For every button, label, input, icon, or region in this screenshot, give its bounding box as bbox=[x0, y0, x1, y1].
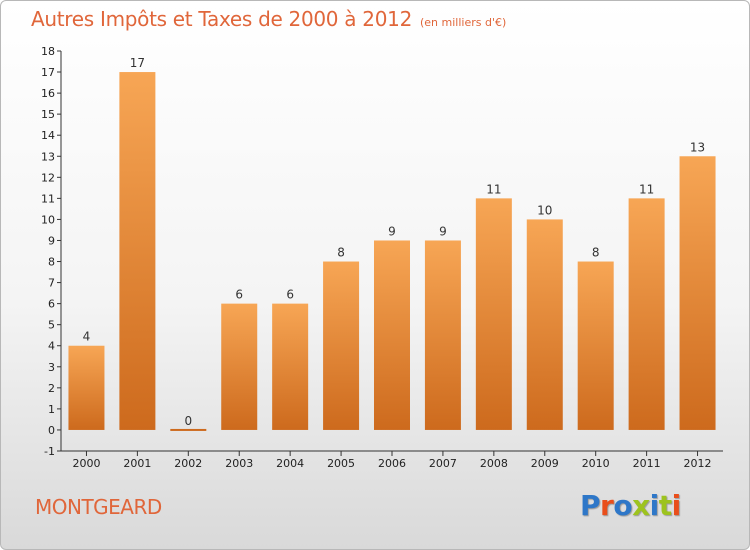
x-tick-label: 2012 bbox=[684, 457, 712, 470]
data-label: 13 bbox=[690, 140, 705, 154]
y-tick-label: 10 bbox=[41, 213, 55, 226]
y-tick-label: 3 bbox=[48, 361, 55, 374]
logo-letter: i bbox=[671, 489, 682, 522]
data-label: 4 bbox=[83, 330, 91, 344]
data-label: 9 bbox=[388, 224, 396, 238]
x-tick-label: 2006 bbox=[378, 457, 406, 470]
y-tick-label: 6 bbox=[48, 298, 55, 311]
y-tick-label: 17 bbox=[41, 66, 55, 79]
x-tick-label: 2009 bbox=[531, 457, 559, 470]
chart-title: Autres Impôts et Taxes de 2000 à 2012 (en… bbox=[31, 7, 506, 31]
bar bbox=[475, 198, 512, 430]
y-tick-label: 9 bbox=[48, 234, 55, 247]
y-tick-label: 16 bbox=[41, 87, 55, 100]
data-label: 17 bbox=[130, 56, 145, 70]
y-tick-label: 5 bbox=[48, 319, 55, 332]
x-tick-label: 2008 bbox=[480, 457, 508, 470]
y-tick-label: 18 bbox=[41, 45, 55, 58]
data-label: 8 bbox=[337, 246, 345, 260]
bar bbox=[628, 198, 665, 430]
data-label: 10 bbox=[537, 203, 552, 217]
data-label: 6 bbox=[286, 288, 294, 302]
x-tick-label: 2011 bbox=[633, 457, 661, 470]
bar bbox=[272, 303, 309, 430]
data-label: 11 bbox=[486, 182, 501, 196]
x-tick-label: 2003 bbox=[225, 457, 253, 470]
logo-letter: t bbox=[658, 489, 672, 522]
bar bbox=[424, 240, 461, 430]
proxiti-logo: Proxiti bbox=[580, 489, 681, 522]
y-tick-label: 7 bbox=[48, 277, 55, 290]
logo-letter: P bbox=[580, 489, 601, 522]
data-label: 9 bbox=[439, 224, 447, 238]
bar bbox=[68, 345, 105, 430]
y-tick-label: 1 bbox=[48, 403, 55, 416]
commune-name: MONTGEARD bbox=[35, 495, 162, 519]
x-tick-label: 2010 bbox=[582, 457, 610, 470]
x-tick-label: 2004 bbox=[276, 457, 304, 470]
bar bbox=[170, 428, 207, 431]
bar bbox=[221, 303, 258, 430]
x-tick-label: 2005 bbox=[327, 457, 355, 470]
bar bbox=[526, 219, 563, 430]
bar bbox=[323, 261, 360, 430]
data-label: 8 bbox=[592, 246, 600, 260]
y-tick-label: 8 bbox=[48, 256, 55, 269]
y-tick-label: 2 bbox=[48, 382, 55, 395]
x-tick-label: 2001 bbox=[123, 457, 151, 470]
bar bbox=[679, 156, 716, 430]
y-tick-label: 11 bbox=[41, 192, 55, 205]
x-tick-label: 2007 bbox=[429, 457, 457, 470]
chart-title-main: Autres Impôts et Taxes de 2000 à 2012 bbox=[31, 7, 412, 31]
y-tick-label: 0 bbox=[48, 424, 55, 437]
logo-letter: i bbox=[649, 489, 660, 522]
x-tick-label: 2000 bbox=[72, 457, 100, 470]
chart-title-unit: (en milliers d'€) bbox=[420, 16, 507, 29]
y-tick-label: 4 bbox=[48, 340, 55, 353]
data-label: 11 bbox=[639, 182, 654, 196]
data-label: 6 bbox=[235, 288, 243, 302]
y-tick-label: -1 bbox=[44, 445, 55, 458]
y-tick-label: 12 bbox=[41, 171, 55, 184]
x-tick-label: 2002 bbox=[174, 457, 202, 470]
bar bbox=[577, 261, 614, 430]
logo-letter: r bbox=[600, 489, 614, 522]
y-tick-label: 13 bbox=[41, 150, 55, 163]
data-label: 0 bbox=[184, 414, 192, 428]
logo-letter: x bbox=[632, 489, 650, 522]
logo-letter: o bbox=[613, 489, 633, 522]
bar bbox=[119, 72, 156, 430]
y-tick-label: 14 bbox=[41, 129, 55, 142]
bar bbox=[374, 240, 410, 430]
y-tick-label: 15 bbox=[41, 108, 55, 121]
